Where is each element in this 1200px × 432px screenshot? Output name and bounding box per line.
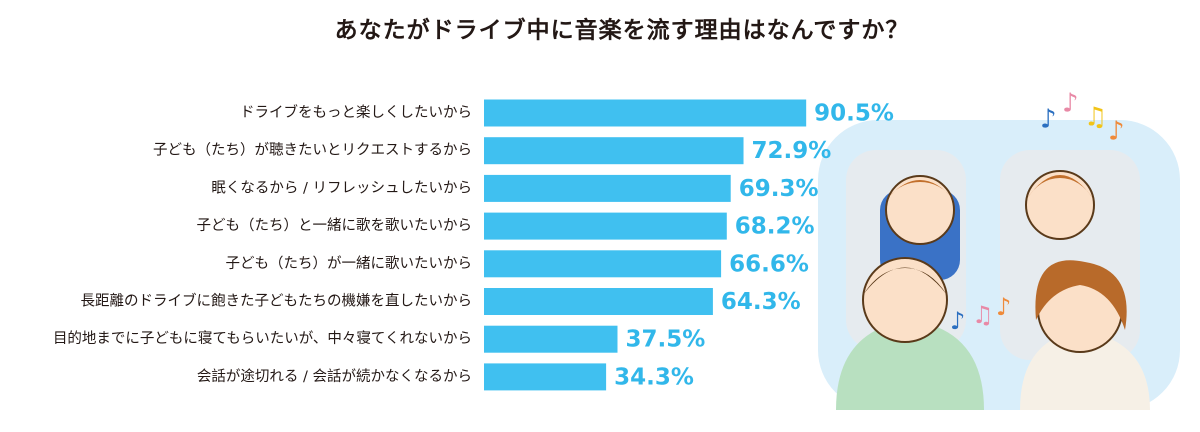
- category-label: 子ども（たち）と一緒に歌を歌いたいから: [197, 217, 473, 234]
- mother-body: [1020, 330, 1150, 410]
- category-label: 子ども（たち）が聴きたいとリクエストするから: [153, 142, 472, 159]
- illustration: ♪ ♪ ♫ ♪ ♪ ♫ ♪: [818, 89, 1180, 410]
- bar: [484, 212, 727, 240]
- child-face: [1025, 170, 1095, 240]
- bar: [484, 250, 722, 278]
- music-note: ♪: [1108, 117, 1125, 147]
- value-label: 64.3%: [721, 289, 801, 315]
- category-label: 眠くなるから / リフレッシュしたいから: [211, 179, 472, 196]
- father-hair: [863, 267, 947, 295]
- music-note: ♪: [950, 307, 965, 335]
- value-label: 90.5%: [814, 101, 894, 127]
- bar: [484, 99, 807, 127]
- music-note: ♫: [972, 301, 994, 329]
- value-label: 69.3%: [739, 176, 819, 202]
- value-label: 34.3%: [614, 364, 694, 390]
- music-note: ♪: [1040, 105, 1057, 135]
- father-body: [836, 320, 984, 410]
- child-hair: [1026, 175, 1094, 200]
- value-label: 66.6%: [729, 251, 809, 277]
- value-label: 37.5%: [626, 327, 706, 353]
- music-note: ♪: [1062, 89, 1079, 119]
- bar: [484, 288, 713, 315]
- mother-hair: [1035, 260, 1127, 330]
- category-label: 長距離のドライブに飽きた子どもたちの機嫌を直したいから: [81, 292, 473, 310]
- music-note: ♪: [996, 293, 1011, 321]
- category-label: 子ども（たち）が一緒に歌いたいから: [226, 255, 473, 272]
- chart-title: あなたがドライブ中に音楽を流す理由はなんですか？: [335, 17, 910, 44]
- value-label: 68.2%: [735, 214, 815, 240]
- bar: [484, 137, 744, 165]
- father-face: [862, 257, 948, 343]
- child-face: [885, 175, 955, 245]
- bar: [484, 363, 607, 391]
- bar: [484, 174, 731, 202]
- category-label: ドライブをもっと楽しくしたいから: [240, 103, 472, 121]
- category-label: 目的地までに子どもに寝てもらいたいが、中々寝てくれないから: [53, 329, 472, 347]
- music-note: ♫: [1084, 103, 1107, 133]
- value-label: 72.9%: [752, 138, 832, 164]
- child-hair: [886, 180, 954, 200]
- category-label: 会話が途切れる / 会話が続かなくなるから: [197, 368, 472, 385]
- bar: [484, 325, 618, 353]
